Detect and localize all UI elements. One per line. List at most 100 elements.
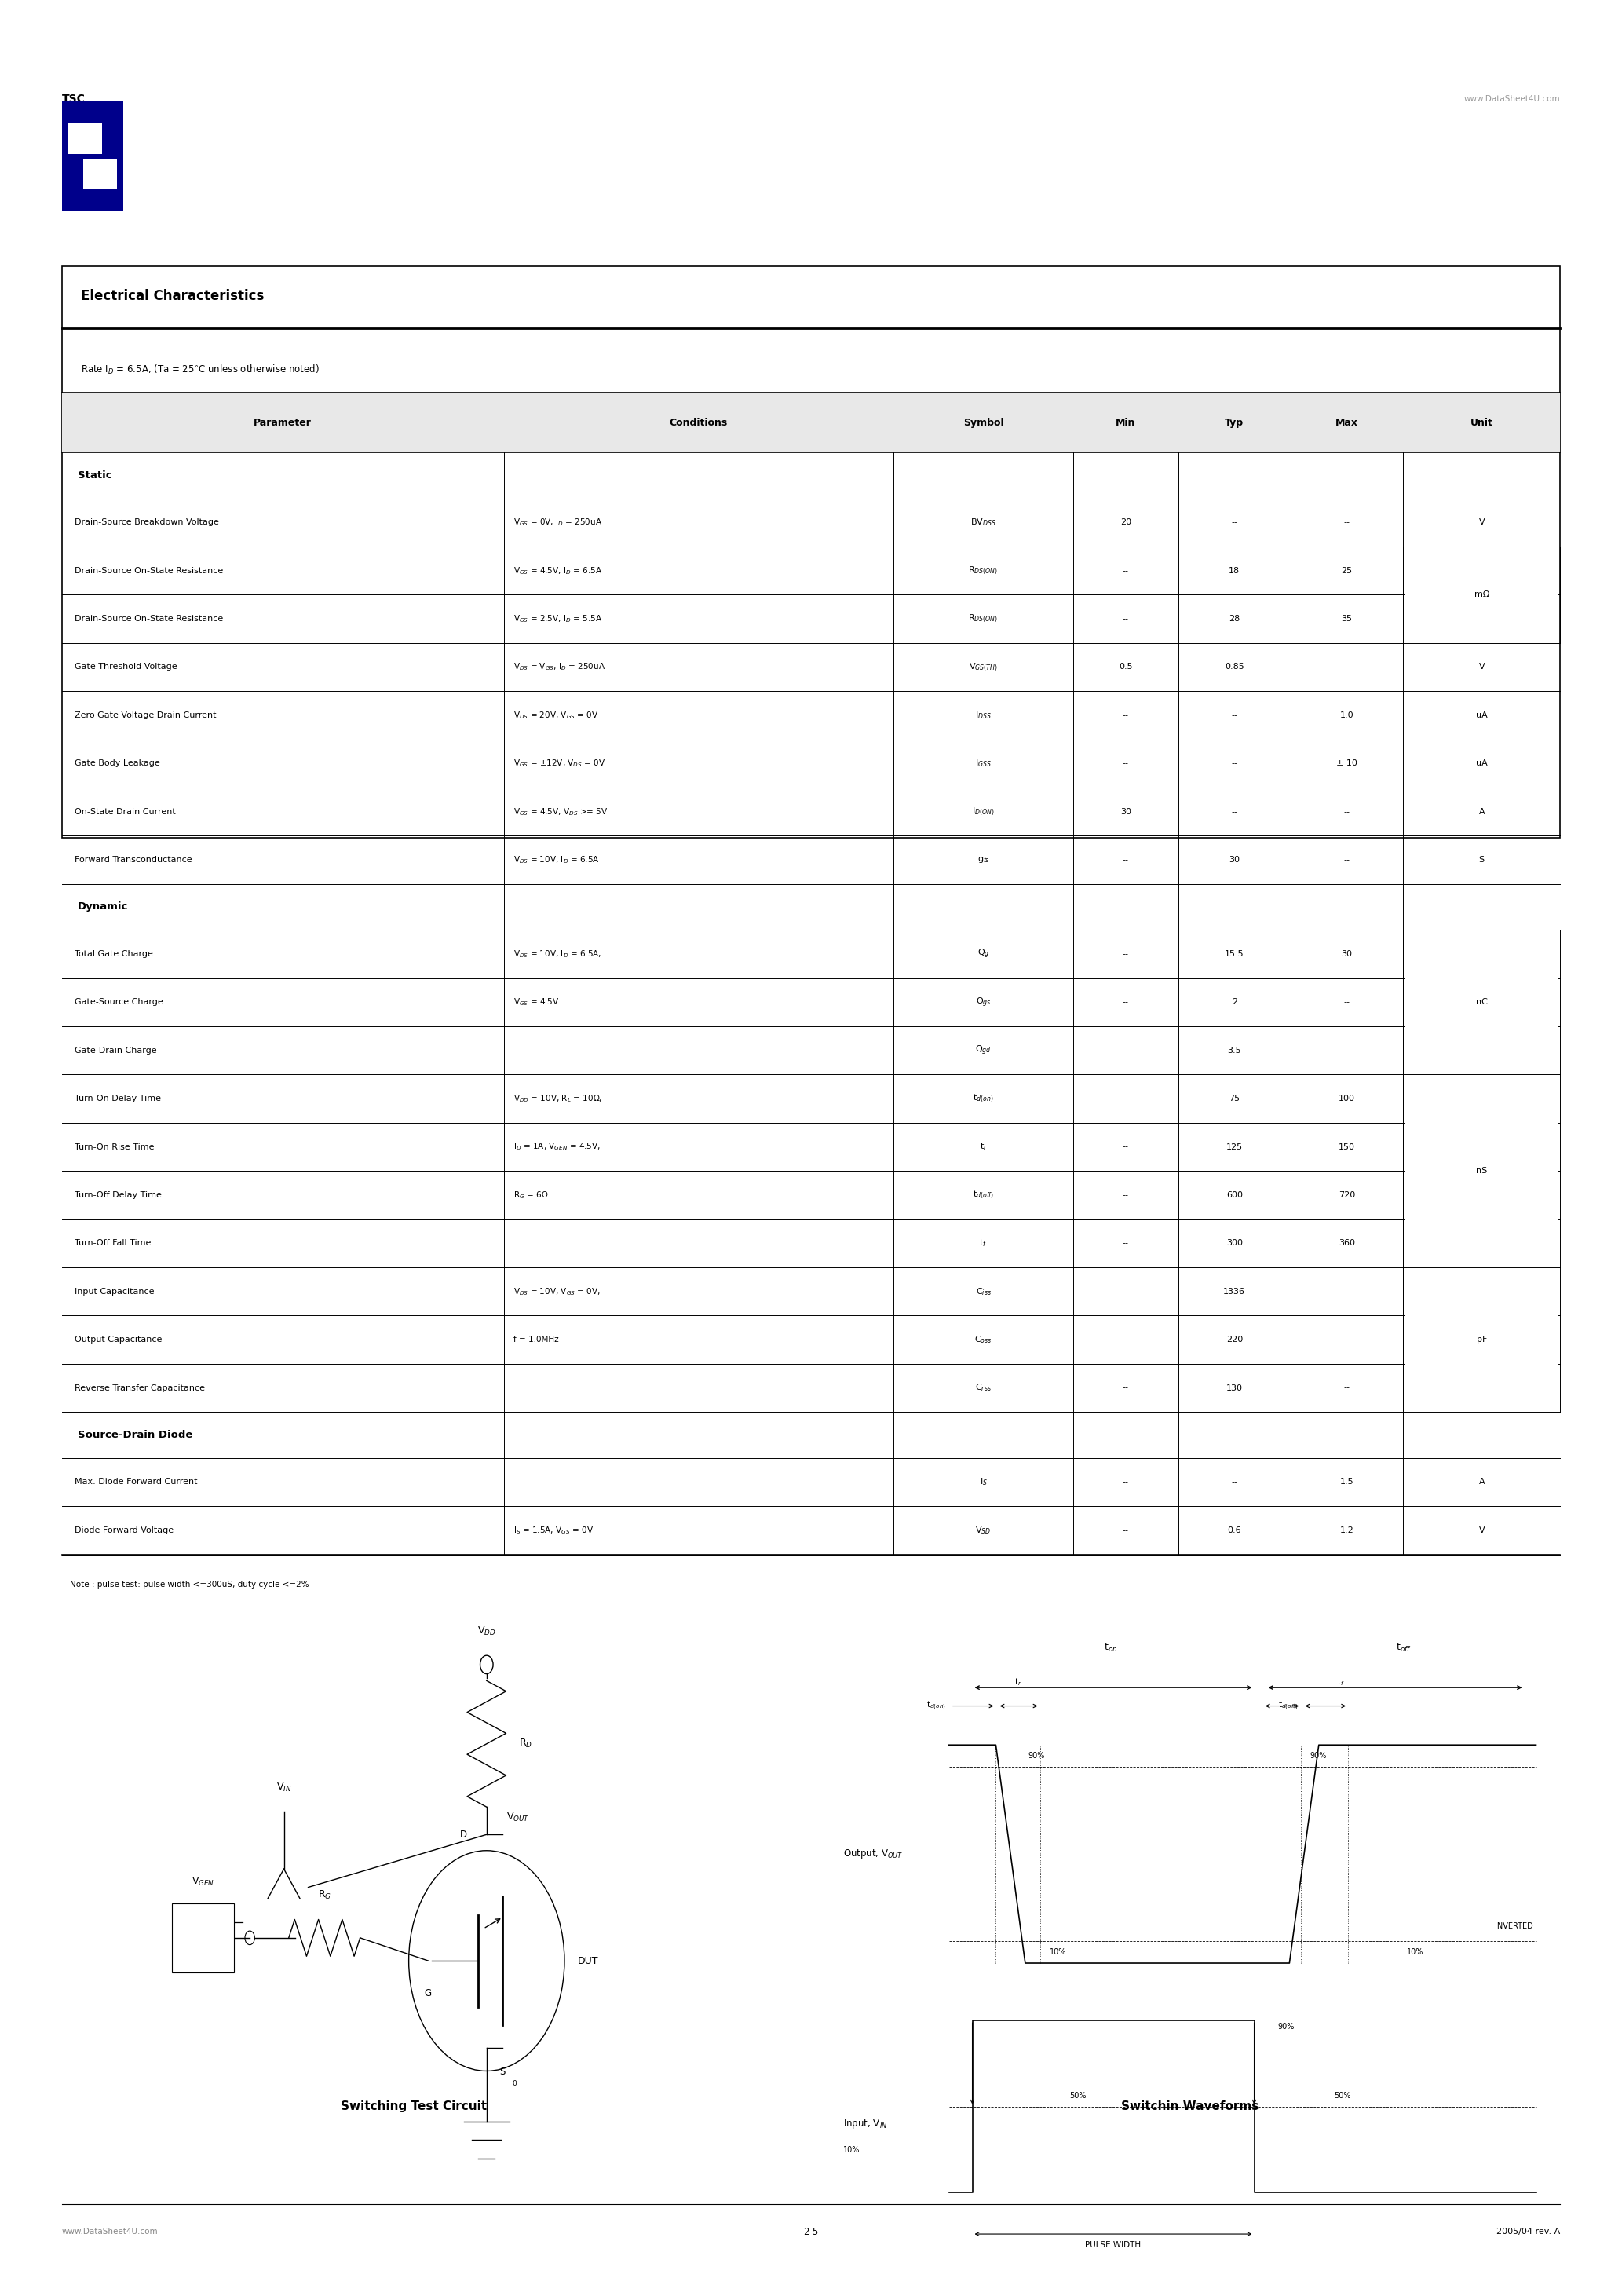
Text: 0.5: 0.5: [1119, 664, 1132, 670]
Text: Switching Test Circuit: Switching Test Circuit: [341, 2101, 487, 2112]
Text: 25: 25: [1341, 567, 1353, 574]
Text: Zero Gate Voltage Drain Current: Zero Gate Voltage Drain Current: [75, 712, 216, 719]
Text: 3.5: 3.5: [1228, 1047, 1241, 1054]
Text: 1336: 1336: [1223, 1288, 1246, 1295]
Text: --: --: [1122, 1479, 1129, 1486]
Text: 2005/04 rev. A: 2005/04 rev. A: [1497, 2227, 1560, 2236]
Text: --: --: [1343, 1336, 1350, 1343]
Text: DUT: DUT: [577, 1956, 599, 1965]
Text: 1.2: 1.2: [1340, 1527, 1354, 1534]
Text: nS: nS: [1476, 1143, 1487, 1150]
Text: t$_{on}$: t$_{on}$: [1103, 1642, 1118, 1653]
Text: On-State Drain Current: On-State Drain Current: [75, 808, 175, 815]
Text: 18: 18: [1229, 567, 1239, 574]
Text: Unit: Unit: [1471, 418, 1492, 427]
Text: Forward Transconductance: Forward Transconductance: [75, 856, 191, 863]
Text: Output Capacitance: Output Capacitance: [75, 1336, 162, 1343]
Text: uA: uA: [1476, 712, 1487, 719]
Text: 100: 100: [1338, 1095, 1354, 1102]
Text: mΩ: mΩ: [1474, 590, 1489, 599]
Text: Gate Body Leakage: Gate Body Leakage: [75, 760, 161, 767]
Text: Conditions: Conditions: [670, 418, 728, 427]
Text: Output, V$_{OUT}$: Output, V$_{OUT}$: [843, 1848, 903, 1860]
Text: nS: nS: [1476, 1166, 1487, 1176]
Text: Drain-Source On-State Resistance: Drain-Source On-State Resistance: [75, 615, 224, 622]
Text: V$_{GS}$ = 4.5V: V$_{GS}$ = 4.5V: [514, 996, 560, 1008]
Text: 30: 30: [1229, 856, 1239, 863]
Bar: [83, 158, 117, 188]
Text: PULSE WIDTH: PULSE WIDTH: [1085, 2241, 1142, 2248]
Text: Gate Threshold Voltage: Gate Threshold Voltage: [75, 664, 177, 670]
Text: A: A: [1479, 808, 1484, 815]
Text: Parameter: Parameter: [253, 418, 311, 427]
Text: Drain-Source On-State Resistance: Drain-Source On-State Resistance: [75, 567, 224, 574]
Text: S: S: [500, 2066, 506, 2076]
Text: --: --: [1122, 1047, 1129, 1054]
Text: t$_{f}$: t$_{f}$: [980, 1238, 988, 1249]
Text: Q$_{g}$: Q$_{g}$: [978, 948, 989, 960]
Text: G: G: [425, 1988, 431, 1998]
Text: V$_{GS}$ = 4.5V, V$_{DS}$ >= 5V: V$_{GS}$ = 4.5V, V$_{DS}$ >= 5V: [514, 806, 608, 817]
Text: 90%: 90%: [1311, 1752, 1327, 1761]
Text: 130: 130: [1226, 1384, 1242, 1391]
Text: --: --: [1122, 999, 1129, 1006]
Text: g$_{fs}$: g$_{fs}$: [976, 854, 989, 866]
Text: V: V: [1479, 519, 1484, 526]
Text: 30: 30: [1341, 951, 1353, 957]
Text: 10%: 10%: [1049, 1949, 1066, 1956]
Text: 1.0: 1.0: [1340, 712, 1354, 719]
Text: Typ: Typ: [1225, 418, 1244, 427]
Text: 125: 125: [1226, 1143, 1242, 1150]
Text: 90%: 90%: [1278, 2023, 1294, 2032]
Text: Symbol: Symbol: [963, 418, 1004, 427]
Text: ± 10: ± 10: [1337, 760, 1358, 767]
Text: R$_{G}$ = 6Ω: R$_{G}$ = 6Ω: [514, 1189, 548, 1201]
Text: t$_{f}$: t$_{f}$: [1337, 1676, 1345, 1688]
Text: 0: 0: [513, 2080, 517, 2087]
Text: Input Capacitance: Input Capacitance: [75, 1288, 154, 1295]
Text: t$_{d(off)}$: t$_{d(off)}$: [1278, 1699, 1298, 1713]
Text: TSC: TSC: [62, 94, 84, 103]
Text: --: --: [1343, 808, 1350, 815]
Text: Total Gate Charge: Total Gate Charge: [75, 951, 152, 957]
Text: 75: 75: [1229, 1095, 1239, 1102]
Text: --: --: [1231, 760, 1238, 767]
Text: 20: 20: [1121, 519, 1131, 526]
Text: 35: 35: [1341, 615, 1353, 622]
Text: t$_{d(on)}$: t$_{d(on)}$: [926, 1699, 946, 1713]
Text: R$_{G}$: R$_{G}$: [318, 1890, 331, 1901]
Text: 10%: 10%: [843, 2147, 860, 2154]
Bar: [62, 266, 1560, 838]
Text: 28: 28: [1229, 615, 1239, 622]
Text: V$_{GS}$ = 4.5V, I$_{D}$ = 6.5A: V$_{GS}$ = 4.5V, I$_{D}$ = 6.5A: [514, 565, 602, 576]
Text: 360: 360: [1338, 1240, 1354, 1247]
Text: --: --: [1122, 712, 1129, 719]
Text: 90%: 90%: [1028, 1752, 1045, 1761]
Text: 0.85: 0.85: [1225, 664, 1244, 670]
Text: 2: 2: [1231, 999, 1238, 1006]
Text: BV$_{DSS}$: BV$_{DSS}$: [970, 517, 996, 528]
Text: www.DataSheet4U.com: www.DataSheet4U.com: [62, 2227, 157, 2236]
Text: V$_{GEN}$: V$_{GEN}$: [191, 1876, 214, 1887]
Text: --: --: [1122, 1095, 1129, 1102]
Text: pF: pF: [1476, 1336, 1487, 1343]
Text: --: --: [1122, 1192, 1129, 1199]
Text: INVERTED: INVERTED: [1494, 1922, 1533, 1931]
Text: Reverse Transfer Capacitance: Reverse Transfer Capacitance: [75, 1384, 204, 1391]
Text: Gate-Drain Charge: Gate-Drain Charge: [75, 1047, 157, 1054]
Text: --: --: [1122, 1336, 1129, 1343]
Bar: [172, 1903, 234, 1972]
Text: t$_{d(on)}$: t$_{d(on)}$: [973, 1093, 994, 1104]
Text: V$_{DS}$ = 10V, V$_{GS}$ = 0V,: V$_{DS}$ = 10V, V$_{GS}$ = 0V,: [514, 1286, 600, 1297]
Text: Diode Forward Voltage: Diode Forward Voltage: [75, 1527, 174, 1534]
Text: V$_{GS}$ = 0V, I$_{D}$ = 250uA: V$_{GS}$ = 0V, I$_{D}$ = 250uA: [514, 517, 602, 528]
Text: --: --: [1343, 856, 1350, 863]
Text: t$_{d(off)}$: t$_{d(off)}$: [973, 1189, 994, 1201]
Text: Electrical Characteristics: Electrical Characteristics: [81, 289, 264, 303]
Text: --: --: [1231, 712, 1238, 719]
Text: I$_{S}$ = 1.5A, V$_{GS}$ = 0V: I$_{S}$ = 1.5A, V$_{GS}$ = 0V: [514, 1525, 594, 1536]
Text: --: --: [1122, 567, 1129, 574]
Text: mΩ: mΩ: [1474, 615, 1489, 622]
Text: V$_{OUT}$: V$_{OUT}$: [506, 1812, 529, 1823]
Text: V$_{GS(TH)}$: V$_{GS(TH)}$: [968, 661, 998, 673]
